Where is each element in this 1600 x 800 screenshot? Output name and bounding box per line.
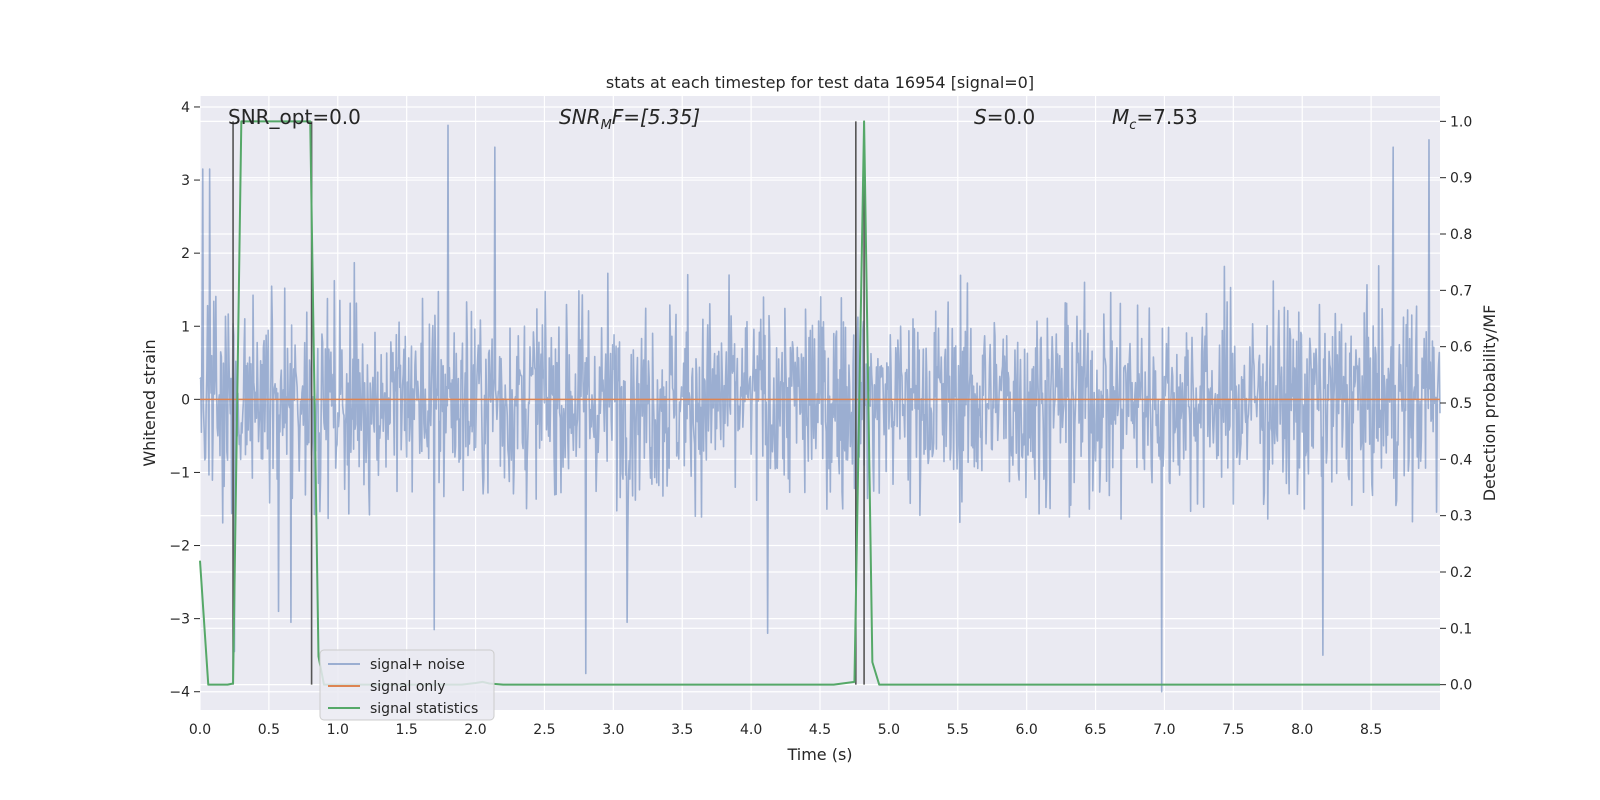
x-tick-label: 5.5	[947, 722, 969, 738]
x-tick-label: 8.5	[1360, 722, 1382, 738]
x-tick-label: 0.5	[258, 722, 280, 738]
annotation-snr-mf-var: SNR	[559, 105, 601, 129]
y-tick-label-right: 0.7	[1450, 283, 1472, 299]
y-tick-label-right: 0.9	[1450, 171, 1472, 187]
y-tick-label-right: 0.4	[1450, 452, 1472, 468]
chart-title: stats at each timestep for test data 169…	[606, 73, 1034, 92]
y-tick-label-right: 1.0	[1450, 114, 1472, 130]
y-axis-label-right: Detection probability/MF	[1480, 305, 1499, 502]
legend-box	[319, 649, 495, 721]
y-tick-label-left: 4	[181, 100, 190, 116]
annotation-s: S=0.0	[974, 105, 1035, 129]
y-axis-label-left: Whitened strain	[140, 339, 159, 466]
y-tick-label-right: 0.2	[1450, 565, 1472, 581]
x-axis-label: Time (s)	[786, 745, 852, 764]
y-tick-label-left: 2	[181, 246, 190, 262]
annotation-snr-mf-rest: F=[5.35]	[612, 105, 700, 129]
x-tick-label: 8.0	[1291, 722, 1313, 738]
y-tick-label-left: 3	[181, 173, 190, 189]
annotation-snr-mf-sub: M	[601, 118, 612, 133]
annotation-snr-mf: SNRMF=[5.35]	[559, 105, 700, 133]
x-tick-label: 2.5	[533, 722, 555, 738]
y-tick-label-left: 1	[181, 319, 190, 335]
x-tick-label: 4.0	[740, 722, 762, 738]
x-tick-label: 3.0	[602, 722, 624, 738]
tick-labels: 0.0 0.5 1.0 1.5 2.0 2.5 3.0 3.5 4.0 4.5 5.0 5.5 6.0 6…	[169, 100, 1472, 738]
x-tick-label: 6.5	[1084, 722, 1106, 738]
x-tick-label: 1.0	[327, 722, 349, 738]
y-tick-label-left: −4	[169, 685, 190, 701]
legend: signal+ noise signal only signal statist…	[319, 649, 495, 721]
x-tick-label: 2.0	[464, 722, 486, 738]
x-tick-label: 5.0	[878, 722, 900, 738]
annotation-s-var: S	[974, 105, 987, 129]
x-tick-label: 1.5	[396, 722, 418, 738]
x-tick-label: 7.0	[1153, 722, 1175, 738]
x-tick-label: 4.5	[809, 722, 831, 738]
x-tick-label: 6.0	[1016, 722, 1038, 738]
y-tick-label-right: 0.1	[1450, 621, 1472, 637]
annotation-mc-var: M	[1112, 105, 1129, 129]
legend-label-signal-statistics: signal statistics	[370, 701, 478, 717]
noise-trace	[199, 124, 1441, 693]
annotation-snr-opt: SNR_opt=0.0	[228, 105, 361, 129]
y-tick-label-left: −1	[169, 465, 190, 481]
series-signal-plus-noise	[199, 124, 1441, 693]
x-tick-label: 3.5	[671, 722, 693, 738]
x-tick-label: 7.5	[1222, 722, 1244, 738]
annotation-mc: Mc=7.53	[1112, 105, 1198, 133]
y-tick-label-right: 0.0	[1450, 678, 1472, 694]
y-tick-label-right: 0.8	[1450, 227, 1472, 243]
legend-label-signal-plus-noise: signal+ noise	[370, 657, 465, 673]
y-tick-label-left: −2	[169, 539, 190, 555]
y-tick-label-right: 0.5	[1450, 396, 1472, 412]
y-tick-label-left: 0	[181, 392, 190, 408]
annotation-mc-rest: =7.53	[1136, 105, 1197, 129]
y-tick-label-right: 0.3	[1450, 509, 1472, 525]
annotation-s-rest: =0.0	[987, 105, 1036, 129]
legend-label-signal-only: signal only	[370, 679, 445, 695]
y-tick-label-left: −3	[169, 612, 190, 628]
y-tick-label-right: 0.6	[1450, 340, 1472, 356]
annotation-mc-sub: c	[1129, 118, 1136, 133]
x-tick-label: 0.0	[189, 722, 211, 738]
